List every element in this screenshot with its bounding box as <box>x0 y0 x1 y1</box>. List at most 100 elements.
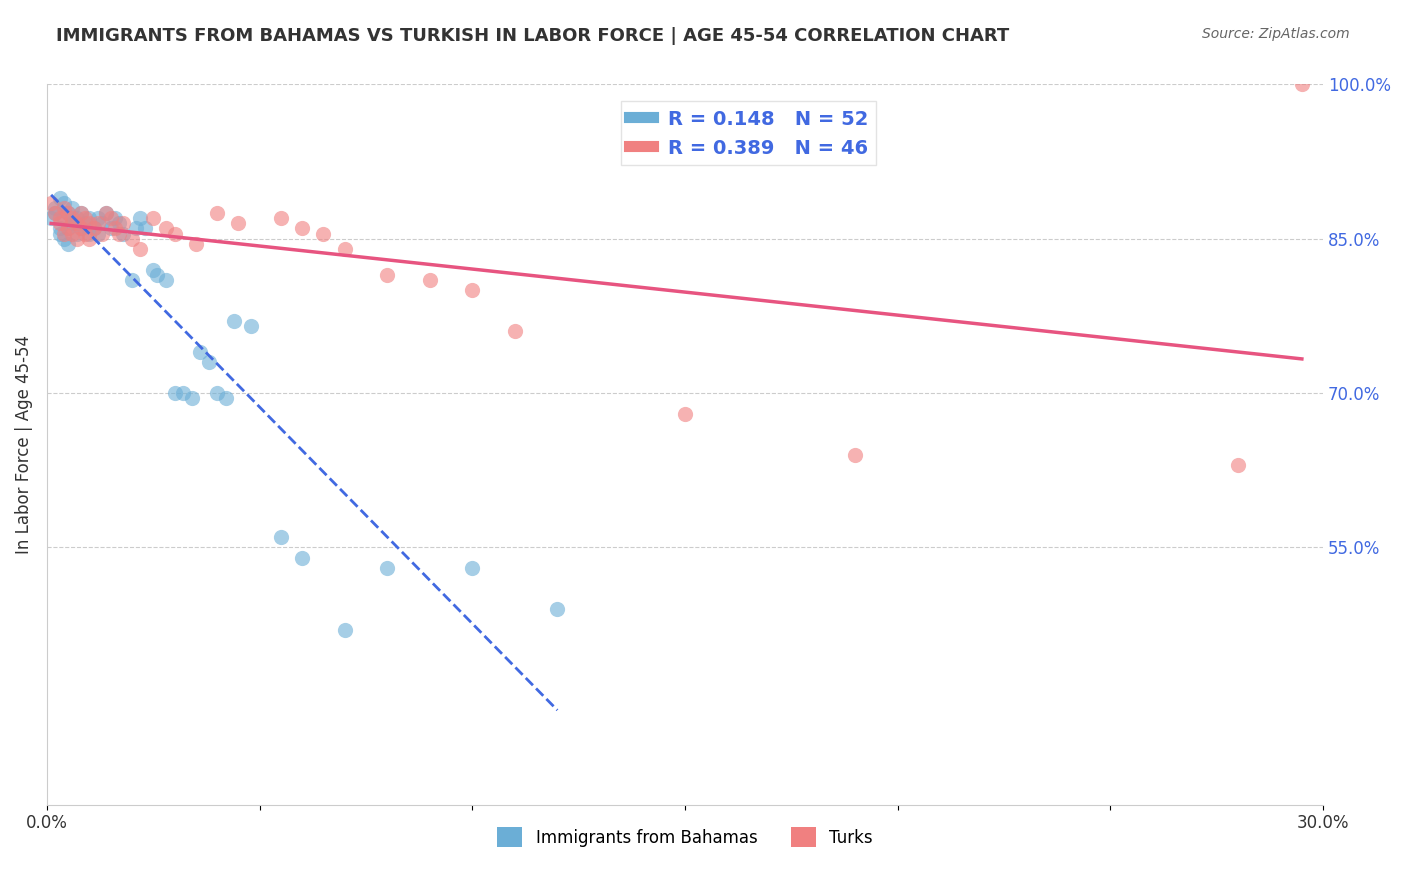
Point <box>546 602 568 616</box>
Point <box>142 211 165 226</box>
Point <box>79 232 101 246</box>
Point <box>83 221 105 235</box>
Point <box>270 530 292 544</box>
Point <box>121 232 143 246</box>
Point <box>91 227 114 241</box>
Point <box>205 386 228 401</box>
Point <box>48 227 70 241</box>
Point <box>52 227 75 241</box>
Point <box>333 623 356 637</box>
Point <box>79 211 101 226</box>
Point <box>87 211 110 226</box>
Point <box>146 268 169 282</box>
Point <box>163 386 186 401</box>
Point <box>155 221 177 235</box>
Point <box>134 221 156 235</box>
Point <box>214 391 236 405</box>
Point <box>228 216 250 230</box>
Point <box>96 206 118 220</box>
Point <box>44 201 66 215</box>
Point <box>419 273 441 287</box>
Point <box>56 206 79 220</box>
Point <box>39 195 62 210</box>
Point <box>44 206 66 220</box>
Point <box>1291 78 1313 92</box>
Point <box>75 211 97 226</box>
Point <box>461 561 484 575</box>
Point <box>184 236 207 251</box>
Text: IMMIGRANTS FROM BAHAMAS VS TURKISH IN LABOR FORCE | AGE 45-54 CORRELATION CHART: IMMIGRANTS FROM BAHAMAS VS TURKISH IN LA… <box>56 27 1010 45</box>
Point <box>163 227 186 241</box>
Point <box>180 391 202 405</box>
Point <box>142 262 165 277</box>
Point <box>112 227 135 241</box>
Point <box>66 232 89 246</box>
Point <box>87 227 110 241</box>
Point <box>66 211 89 226</box>
Point <box>70 206 93 220</box>
Point <box>48 191 70 205</box>
Point <box>121 273 143 287</box>
Point <box>66 227 89 241</box>
Point <box>673 407 696 421</box>
Point <box>503 325 526 339</box>
Point <box>70 206 93 220</box>
Point <box>96 206 118 220</box>
Point <box>91 216 114 230</box>
Point <box>312 227 335 241</box>
Point <box>48 216 70 230</box>
Point <box>188 345 211 359</box>
Point <box>75 216 97 230</box>
Point <box>52 232 75 246</box>
Point <box>56 221 79 235</box>
Point <box>52 211 75 226</box>
Point <box>62 201 84 215</box>
Point <box>48 211 70 226</box>
Point <box>39 211 62 226</box>
Point <box>62 216 84 230</box>
Point <box>62 227 84 241</box>
Point <box>112 216 135 230</box>
Point <box>52 195 75 210</box>
Point <box>56 221 79 235</box>
Point <box>70 221 93 235</box>
Point <box>48 221 70 235</box>
Point <box>129 242 152 256</box>
Point <box>100 221 122 235</box>
Point <box>104 221 127 235</box>
Point <box>79 227 101 241</box>
Point <box>172 386 194 401</box>
Point <box>75 227 97 241</box>
Point <box>375 561 398 575</box>
Point <box>108 227 131 241</box>
Point <box>375 268 398 282</box>
Legend: R = 0.148   N = 52, R = 0.389   N = 46: R = 0.148 N = 52, R = 0.389 N = 46 <box>621 102 876 165</box>
Point <box>222 314 245 328</box>
Y-axis label: In Labor Force | Age 45-54: In Labor Force | Age 45-54 <box>15 335 32 554</box>
Point <box>291 221 314 235</box>
Point <box>100 211 122 226</box>
Point <box>104 211 127 226</box>
Point <box>291 550 314 565</box>
Point <box>125 221 148 235</box>
Point <box>240 319 263 334</box>
Point <box>87 216 110 230</box>
Point <box>108 216 131 230</box>
Point <box>155 273 177 287</box>
Point <box>129 211 152 226</box>
Point <box>66 216 89 230</box>
Point <box>205 206 228 220</box>
Point <box>62 211 84 226</box>
Point <box>333 242 356 256</box>
Text: Source: ZipAtlas.com: Source: ZipAtlas.com <box>1202 27 1350 41</box>
Point <box>70 221 93 235</box>
Point <box>461 283 484 297</box>
Point <box>56 236 79 251</box>
Point <box>83 221 105 235</box>
Point <box>270 211 292 226</box>
Point <box>844 448 866 462</box>
Point <box>56 206 79 220</box>
Point <box>52 201 75 215</box>
Point <box>197 355 219 369</box>
Point <box>79 216 101 230</box>
